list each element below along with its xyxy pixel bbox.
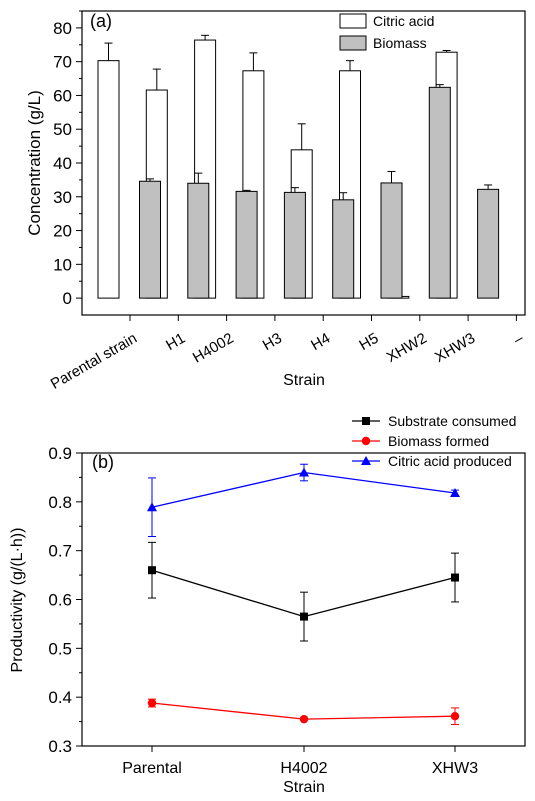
y-tick-label-30: 30	[53, 188, 72, 207]
bar-biomass-h4002	[235, 190, 258, 299]
bar-biomass-h1	[187, 182, 210, 299]
legend-marker-substrate-consumed	[362, 417, 370, 425]
legend-label-biomass: Biomass	[373, 35, 427, 51]
x-tick-label-xhw2: XHW2	[384, 330, 430, 366]
legend-swatch-biomass	[339, 35, 367, 51]
x-tick-label-h5: H5	[356, 330, 381, 354]
x-tick-label-h4002: H4002	[190, 330, 237, 367]
y-tick-label-0.9: 0.9	[48, 444, 72, 463]
y-tick-label-0: 0	[63, 289, 72, 308]
bar-biomass-h3	[283, 191, 306, 299]
x-tick-label-h1: H1	[163, 330, 188, 354]
point-biomass-formed-xhw3	[450, 712, 460, 721]
bar-biomass-xhw2	[428, 86, 451, 299]
point-substrate-consumed-h4002	[300, 612, 308, 621]
legend-label-citric-acid: Citric acid	[373, 13, 434, 29]
point-substrate-consumed-xhw3	[451, 573, 459, 582]
legend-label-citric-acid-produced: Citric acid produced	[388, 453, 512, 469]
panel-a-bars	[97, 34, 500, 299]
bar-biomass-h4	[332, 199, 355, 299]
y-tick-label-0.3: 0.3	[48, 737, 72, 756]
panel-b-x-axis: Parental H4002 XHW3	[122, 746, 478, 777]
y-tick-label-10: 10	[53, 255, 72, 274]
panel-b-label: (b)	[92, 452, 114, 472]
y-tick-label-40: 40	[53, 154, 72, 173]
panel-b-x-axis-title: Strain	[283, 779, 325, 796]
panel-a-bar-chart: 0 10 20 30 40 50 60 70 80 Parental strain H1 H4002…	[25, 10, 527, 393]
point-citric-acid-produced-parental	[147, 502, 157, 512]
panel-a-y-axis-title: Concentration (g/L)	[25, 90, 44, 236]
panel-b-legend: Substrate consumed Biomass formed Citric a…	[352, 413, 516, 469]
panel-b-y-axis: 0.3 0.4 0.5 0.6 0.7 0.8 0.9	[48, 444, 82, 756]
y-tick-label-0.5: 0.5	[48, 639, 72, 658]
bar-citric-acid-parental-strain	[97, 60, 120, 299]
panel-b-series	[147, 463, 460, 726]
y-tick-label-20: 20	[53, 222, 72, 241]
point-biomass-formed-h4002	[299, 714, 309, 724]
panel-a-x-axis-title: Strain	[283, 372, 325, 389]
bar-biomass-h5	[380, 182, 403, 299]
bar-biomass-xhw3	[477, 188, 500, 299]
x-tick-label-parental: Parental	[122, 760, 182, 777]
panel-a-legend: Citric acid Biomass	[339, 13, 434, 51]
panel-b-line-chart: 0.30.40.50.60.70.80.9 Parental H4002 XHW3 …	[9, 413, 526, 796]
y-tick-label-0.8: 0.8	[48, 493, 72, 512]
y-tick-label-0.4: 0.4	[48, 688, 72, 707]
x-tick-label-h3: H3	[260, 330, 285, 354]
legend-marker-biomass-formed	[361, 436, 371, 446]
legend-label-substrate-consumed: Substrate consumed	[388, 413, 516, 429]
legend-label-biomass-formed: Biomass formed	[388, 433, 489, 449]
y-tick-label-0.6: 0.6	[48, 591, 72, 610]
legend-marker-citric-acid-produced	[361, 456, 371, 465]
y-tick-label-70: 70	[53, 53, 72, 72]
y-tick-label-60: 60	[53, 86, 72, 105]
y-tick-label-80: 80	[53, 19, 72, 38]
bar-biomass-parental-strain	[139, 180, 161, 299]
y-tick-label-50: 50	[53, 120, 72, 139]
x-tick-label-h4: H4	[308, 330, 333, 354]
panel-b-y-axis-title: Productivity (g/(L·h))	[9, 528, 26, 673]
point-substrate-consumed-parental	[148, 566, 156, 575]
x-tick-label-parental-strain: Parental strain	[48, 330, 140, 393]
point-citric-acid-produced-h4002	[299, 467, 309, 477]
legend-swatch-citric-acid	[339, 13, 367, 29]
x-tick-label-h4002: H4002	[280, 760, 327, 777]
y-tick-label-0.7: 0.7	[48, 542, 72, 561]
point-citric-acid-produced-xhw3	[450, 488, 460, 498]
x-tick-label-xhw3: XHW3	[432, 330, 478, 366]
panel-a-label: (a)	[90, 11, 112, 31]
x-tick-label-xhw3: XHW3	[432, 760, 478, 777]
x-tick-label-dash: –	[511, 329, 527, 348]
panel-a-y-axis: 0 10 20 30 40 50 60 70 80	[53, 10, 82, 308]
point-biomass-formed-parental	[147, 698, 157, 708]
